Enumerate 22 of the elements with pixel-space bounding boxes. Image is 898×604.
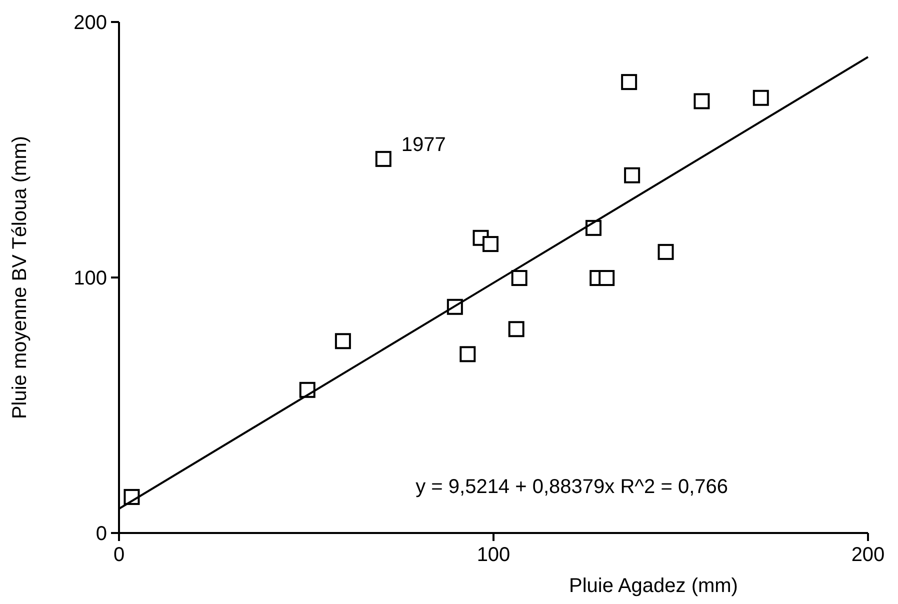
point [460,346,476,362]
point [482,236,499,252]
point [375,150,392,167]
point [598,270,615,286]
x-tick-label: 200 [851,544,885,566]
y-axis-title: Pluie moyenne BV Téloua (mm) [9,136,31,420]
y-tick-label: 100 [74,268,107,290]
x-tick-label: 0 [113,544,125,566]
x-axis-title: Pluie Agadez (mm) [569,575,738,597]
x-tick-label: 100 [476,544,510,566]
point [508,321,524,338]
point [658,244,674,260]
point [621,74,638,90]
point [334,333,351,350]
point [511,270,528,286]
point [694,93,710,110]
point [752,90,769,106]
point [624,167,640,184]
annotation: 1977 [401,134,446,156]
y-tick-label: 200 [74,12,107,34]
y-tick-label: 0 [96,523,107,545]
annotation: y = 9,5214 + 0,88379x R^2 = 0,766 [416,476,728,498]
